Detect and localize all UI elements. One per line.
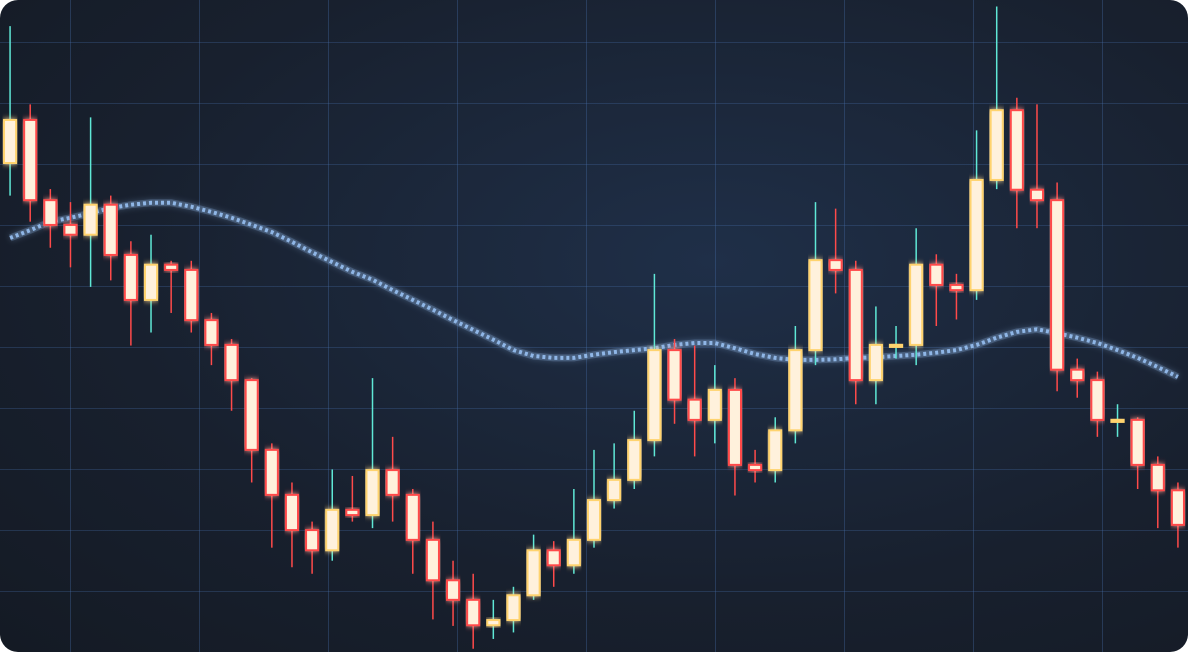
candle-body <box>1050 199 1065 371</box>
candle-body <box>687 398 702 421</box>
candle-body <box>486 619 501 627</box>
candle-body <box>888 343 904 348</box>
candle-body <box>566 538 581 567</box>
candle-body <box>1029 188 1045 202</box>
candle-body <box>466 598 481 627</box>
candle-body <box>526 549 541 597</box>
candle-body <box>586 499 602 541</box>
candle-body <box>627 439 642 481</box>
candle-body <box>667 349 682 401</box>
candle-body <box>546 549 561 567</box>
candle-body <box>848 268 863 382</box>
candle-body <box>244 379 259 451</box>
candle-body <box>446 579 461 601</box>
candle-body <box>506 594 521 622</box>
candle-body <box>707 388 722 421</box>
candle-body <box>143 263 159 301</box>
candle-body <box>365 469 380 517</box>
candle-body <box>1090 379 1105 421</box>
candle-body <box>264 448 279 496</box>
candle-body <box>83 203 98 236</box>
candle-body <box>909 263 924 346</box>
candle-body <box>788 349 803 432</box>
candle-body <box>768 429 783 472</box>
candle-body <box>63 223 78 236</box>
candle-body <box>305 529 320 552</box>
candle-body <box>1150 463 1165 492</box>
candle-body <box>284 493 300 532</box>
candle-body <box>929 263 944 286</box>
moving-average-line <box>9 200 1179 379</box>
candle-body <box>1130 418 1145 466</box>
candle-body <box>969 178 984 292</box>
candle-body <box>1170 489 1185 526</box>
candle-body <box>224 343 239 382</box>
candle-body <box>1070 368 1085 382</box>
candle-body <box>123 253 138 301</box>
candle-body <box>325 508 340 552</box>
candle-body <box>43 199 58 226</box>
candle-body <box>607 478 622 502</box>
candle-body <box>647 349 662 442</box>
candle-body <box>828 259 843 271</box>
candle-body <box>425 538 440 582</box>
candle-body <box>808 259 823 352</box>
candle-body <box>103 203 118 256</box>
candle-body <box>345 508 360 517</box>
candle-body <box>23 118 38 202</box>
candle-body <box>1110 418 1125 423</box>
candle-body <box>727 388 742 466</box>
candle-body <box>949 283 964 292</box>
candle-body <box>748 463 763 472</box>
candle-body <box>184 268 199 322</box>
candle-body <box>204 319 219 346</box>
candle-body <box>1009 109 1024 191</box>
candle-body <box>385 469 400 496</box>
candle-body <box>3 118 18 165</box>
candle-body <box>164 263 179 271</box>
candle-body <box>405 493 420 541</box>
candle-body <box>868 343 883 382</box>
candle-body <box>989 109 1004 181</box>
